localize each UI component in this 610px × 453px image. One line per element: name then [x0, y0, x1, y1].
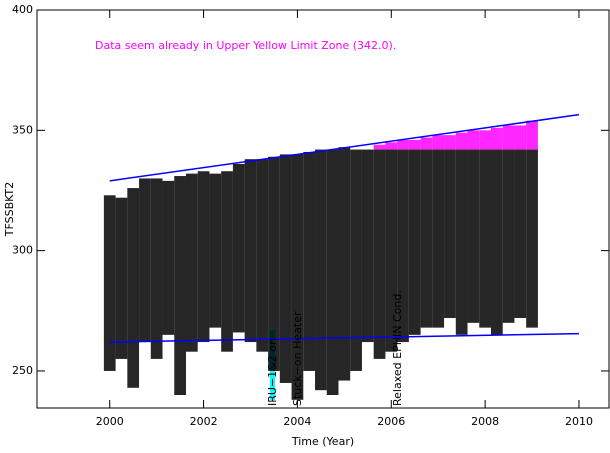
y-tick-label: 350: [12, 123, 33, 136]
data-range: [279, 154, 292, 383]
data-range: [526, 120, 538, 150]
data-range: [444, 149, 456, 319]
data-range: [256, 159, 269, 352]
data-range: [291, 154, 304, 400]
event-label: Stuck−on Heater: [291, 311, 304, 406]
x-tick-label: 2002: [190, 415, 218, 428]
data-range: [502, 149, 515, 323]
data-range: [467, 149, 480, 323]
data-range: [432, 135, 445, 150]
data-range: [490, 127, 503, 150]
data-range: [420, 137, 433, 150]
limit-line: [109, 332, 579, 343]
data-range: [432, 149, 445, 328]
data-range: [139, 178, 151, 343]
data-range: [408, 139, 421, 150]
data-range: [444, 135, 456, 150]
x-tick-label: 2010: [565, 415, 593, 428]
data-range: [150, 178, 163, 359]
data-range: [174, 176, 186, 396]
x-tick-label: 2000: [96, 415, 124, 428]
data-range: [502, 125, 515, 150]
data-range: [361, 149, 374, 343]
data-range: [103, 195, 116, 371]
annotation: Data seem already in Upper Yellow Limit …: [95, 39, 396, 52]
data-range: [315, 149, 327, 391]
data-range: [420, 149, 433, 328]
event-label: Relaxed EPHIN Cond.: [391, 290, 404, 406]
x-axis-label: Time (Year): [291, 435, 354, 448]
x-tick-label: 2004: [283, 415, 311, 428]
data-range: [397, 149, 409, 343]
data-range: [514, 125, 527, 150]
data-range: [490, 149, 503, 335]
y-tick-label: 400: [12, 3, 33, 16]
data-range: [162, 180, 175, 335]
data-range: [514, 149, 527, 319]
data-range: [232, 164, 245, 333]
data-range: [455, 149, 468, 335]
data-range: [373, 144, 386, 150]
limit-line: [109, 113, 580, 182]
data-range: [197, 171, 210, 343]
data-range: [303, 151, 316, 371]
event-label: IRU−1&2 on: [266, 338, 279, 406]
data-range: [244, 159, 257, 343]
data-range: [385, 149, 398, 352]
data-range: [479, 149, 491, 328]
data-range: [115, 197, 128, 359]
data-range: [268, 156, 280, 371]
x-tick-label: 2008: [471, 415, 499, 428]
data-range: [467, 130, 480, 150]
data-range: [397, 139, 409, 150]
data-range: [127, 188, 140, 388]
x-tick-label: 2006: [377, 415, 405, 428]
data-range: [338, 147, 351, 381]
data-range: [373, 149, 386, 359]
data-range: [350, 149, 362, 371]
y-axis-label: TFSSBKT2: [3, 182, 16, 237]
data-range: [209, 173, 222, 328]
data-range: [185, 173, 198, 352]
y-tick-label: 300: [12, 244, 33, 257]
data-range: [221, 171, 233, 352]
y-tick-label: 250: [12, 364, 33, 377]
data-range: [385, 142, 398, 150]
data-range: [455, 132, 468, 150]
data-range: [408, 149, 421, 335]
plot-frame: [36, 9, 610, 409]
data-range: [479, 130, 491, 150]
data-range: [326, 149, 339, 396]
data-range: [526, 149, 538, 328]
